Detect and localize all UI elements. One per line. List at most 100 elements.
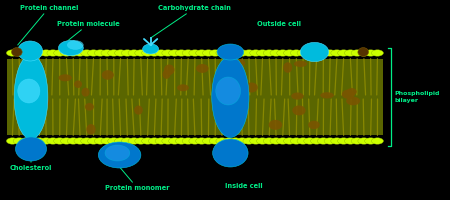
Ellipse shape [371, 138, 383, 144]
Ellipse shape [202, 50, 215, 56]
Ellipse shape [99, 142, 141, 168]
Ellipse shape [308, 121, 320, 129]
Ellipse shape [256, 50, 269, 56]
Text: Protein channel: Protein channel [18, 5, 78, 45]
Polygon shape [7, 59, 383, 135]
Ellipse shape [243, 138, 255, 144]
Ellipse shape [15, 137, 46, 161]
Ellipse shape [216, 138, 228, 144]
Ellipse shape [60, 50, 72, 56]
Ellipse shape [294, 61, 307, 67]
Ellipse shape [87, 50, 99, 56]
Ellipse shape [67, 50, 79, 56]
Ellipse shape [196, 50, 208, 56]
Ellipse shape [290, 50, 302, 56]
Ellipse shape [162, 50, 174, 56]
Ellipse shape [243, 50, 255, 56]
Ellipse shape [15, 75, 28, 82]
Ellipse shape [94, 50, 106, 56]
Ellipse shape [324, 50, 336, 56]
Ellipse shape [108, 138, 120, 144]
Ellipse shape [135, 50, 147, 56]
Ellipse shape [176, 138, 188, 144]
Ellipse shape [304, 50, 316, 56]
Ellipse shape [324, 138, 336, 144]
Ellipse shape [182, 138, 194, 144]
Ellipse shape [304, 138, 316, 144]
Ellipse shape [155, 138, 167, 144]
Ellipse shape [209, 50, 221, 56]
Ellipse shape [223, 138, 235, 144]
Ellipse shape [196, 64, 209, 73]
Ellipse shape [164, 64, 175, 75]
Ellipse shape [20, 50, 32, 56]
Text: Carbohydrate chain: Carbohydrate chain [151, 5, 231, 38]
Ellipse shape [320, 92, 334, 98]
Ellipse shape [344, 50, 356, 56]
Ellipse shape [128, 50, 140, 56]
Ellipse shape [344, 138, 356, 144]
Ellipse shape [74, 138, 86, 144]
Ellipse shape [284, 62, 292, 73]
Ellipse shape [223, 50, 235, 56]
Ellipse shape [213, 139, 248, 167]
Ellipse shape [26, 128, 35, 135]
Ellipse shape [101, 50, 113, 56]
Text: Inside cell: Inside cell [225, 183, 262, 189]
Ellipse shape [338, 138, 350, 144]
Ellipse shape [270, 138, 282, 144]
Ellipse shape [40, 50, 52, 56]
Ellipse shape [189, 50, 201, 56]
Ellipse shape [162, 138, 174, 144]
Ellipse shape [269, 120, 282, 130]
Ellipse shape [331, 50, 343, 56]
Ellipse shape [27, 50, 39, 56]
Ellipse shape [310, 50, 323, 56]
Ellipse shape [358, 138, 370, 144]
Ellipse shape [284, 138, 296, 144]
Text: Outside cell: Outside cell [257, 21, 301, 27]
Ellipse shape [364, 138, 377, 144]
Ellipse shape [40, 138, 52, 144]
Ellipse shape [27, 138, 39, 144]
Ellipse shape [215, 84, 226, 90]
Ellipse shape [135, 138, 147, 144]
Ellipse shape [58, 40, 83, 56]
Ellipse shape [182, 50, 194, 56]
Ellipse shape [217, 44, 243, 60]
Ellipse shape [142, 50, 153, 56]
Ellipse shape [54, 138, 66, 144]
Ellipse shape [33, 50, 45, 56]
Ellipse shape [371, 50, 383, 56]
Ellipse shape [47, 50, 59, 56]
Ellipse shape [351, 138, 363, 144]
Ellipse shape [58, 74, 72, 81]
Ellipse shape [209, 138, 221, 144]
Ellipse shape [342, 90, 355, 99]
Ellipse shape [102, 70, 114, 80]
Ellipse shape [216, 77, 241, 105]
Ellipse shape [14, 55, 48, 139]
Ellipse shape [236, 138, 248, 144]
Ellipse shape [317, 138, 329, 144]
Ellipse shape [236, 50, 248, 56]
Ellipse shape [87, 138, 99, 144]
Ellipse shape [105, 145, 130, 161]
Ellipse shape [162, 70, 171, 79]
Ellipse shape [6, 50, 18, 56]
Ellipse shape [148, 138, 160, 144]
Ellipse shape [223, 80, 233, 91]
Ellipse shape [33, 138, 45, 144]
Ellipse shape [284, 50, 296, 56]
Ellipse shape [12, 48, 22, 56]
Ellipse shape [47, 138, 59, 144]
Ellipse shape [142, 138, 153, 144]
Ellipse shape [128, 138, 140, 144]
Ellipse shape [134, 106, 143, 115]
Ellipse shape [202, 138, 215, 144]
Ellipse shape [20, 138, 32, 144]
Ellipse shape [68, 41, 83, 49]
Ellipse shape [270, 50, 282, 56]
Ellipse shape [235, 59, 245, 67]
Ellipse shape [108, 50, 120, 56]
